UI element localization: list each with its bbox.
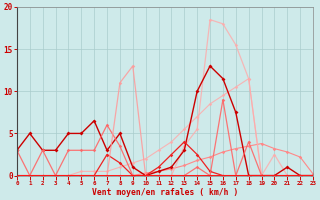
X-axis label: Vent moyen/en rafales ( km/h ): Vent moyen/en rafales ( km/h ) (92, 188, 238, 197)
